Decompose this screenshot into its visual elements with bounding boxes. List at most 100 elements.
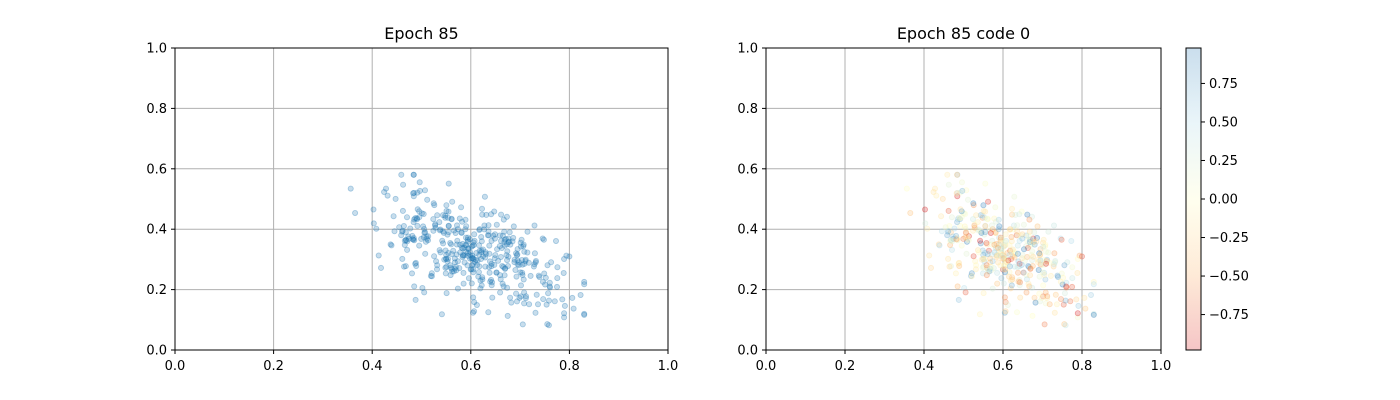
scatter-point-left	[509, 238, 516, 245]
scatter-point-left	[532, 309, 539, 316]
scatter-point-right	[971, 221, 978, 228]
scatter-point-right	[1023, 276, 1030, 283]
scatter-point-right	[1037, 251, 1044, 258]
scatter-point-left	[461, 244, 468, 251]
scatter-point-left	[408, 270, 415, 277]
scatter-point-left	[476, 247, 483, 254]
scatter-point-left	[518, 236, 525, 243]
scatter-point-right	[1037, 257, 1044, 264]
scatter-point-left	[423, 233, 430, 240]
scatter-point-left	[501, 236, 508, 243]
scatter-point-right	[957, 216, 964, 223]
scatter-point-right	[1016, 276, 1023, 283]
scatter-point-left	[515, 262, 522, 269]
scatter-point-left	[486, 242, 493, 249]
scatter-point-left	[499, 262, 506, 269]
scatter-point-left	[421, 187, 428, 194]
scatter-point-left	[504, 284, 511, 291]
scatter-point-right	[999, 249, 1006, 256]
scatter-point-left	[454, 258, 461, 265]
scatter-point-right	[962, 229, 969, 236]
scatter-point-left	[469, 242, 476, 249]
scatter-point-left	[481, 222, 488, 229]
scatter-point-left	[411, 283, 418, 290]
scatter-point-right	[980, 207, 987, 214]
scatter-point-right	[959, 179, 966, 186]
scatter-point-right	[1028, 252, 1035, 259]
scatter-point-left	[460, 252, 467, 259]
scatter-point-right	[1029, 257, 1036, 264]
scatter-point-left	[478, 233, 485, 240]
scatter-point-left	[525, 259, 532, 266]
scatter-point-right	[1027, 272, 1034, 279]
scatter-point-right	[1030, 239, 1037, 246]
scatter-point-right	[965, 233, 972, 240]
scatter-point-right	[922, 220, 929, 227]
chart-title-right: Epoch 85 code 0	[897, 24, 1030, 43]
scatter-point-left	[470, 294, 477, 301]
scatter-point-right	[1069, 264, 1076, 271]
scatter-point-left	[400, 181, 407, 188]
scatter-point-right	[944, 171, 951, 178]
scatter-point-left	[409, 236, 416, 243]
scatter-point-left	[469, 254, 476, 261]
scatter-point-left	[468, 280, 475, 287]
scatter-point-right	[1018, 261, 1025, 268]
scatter-point-right	[1068, 237, 1075, 244]
scatter-point-right	[1000, 243, 1007, 250]
scatter-point-right	[997, 238, 1004, 245]
scatter-point-left	[506, 238, 513, 245]
scatter-point-right	[975, 247, 982, 254]
scatter-point-left	[493, 269, 500, 276]
scatter-point-right	[1088, 291, 1095, 298]
scatter-point-right	[1029, 213, 1036, 220]
scatter-point-left	[468, 266, 475, 273]
grid-left	[174, 47, 669, 351]
scatter-point-left	[526, 301, 533, 308]
scatter-point-left	[560, 269, 567, 276]
scatter-point-left	[461, 252, 468, 259]
y-tick-label-right: 0.2	[737, 283, 758, 298]
scatter-point-right	[1061, 321, 1068, 328]
scatter-point-right	[956, 262, 963, 269]
scatter-point-left	[554, 283, 561, 290]
scatter-point-left	[434, 262, 441, 269]
scatter-point-left	[489, 279, 496, 286]
scatter-point-left	[373, 225, 380, 232]
scatter-point-right	[948, 214, 955, 221]
scatter-point-left	[503, 213, 510, 220]
scatter-point-left	[414, 206, 421, 213]
scatter-point-right	[1008, 233, 1015, 240]
scatter-point-right	[958, 208, 965, 215]
scatter-point-right	[1025, 262, 1032, 269]
scatter-point-left	[479, 246, 486, 253]
colorbar-ticks: −0.75 −0.50 −0.25 0.00 0.25 0.50 0.75	[1201, 77, 1249, 323]
scatter-point-right	[1018, 208, 1025, 215]
scatter-point-left	[442, 214, 449, 221]
scatter-point-right	[1035, 266, 1042, 273]
scatter-point-right	[907, 209, 914, 216]
scatter-point-right	[1040, 236, 1047, 243]
scatter-point-left	[553, 237, 560, 244]
scatter-point-left	[469, 309, 476, 316]
scatter-point-left	[519, 269, 526, 276]
scatter-point-right	[1075, 302, 1082, 309]
scatter-point-left	[413, 215, 420, 222]
scatter-point-right	[954, 234, 961, 241]
scatter-point-right	[982, 229, 989, 236]
y-tick-label-right: 0.0	[737, 344, 758, 359]
scatter-point-right	[993, 254, 1000, 261]
scatter-point-left	[479, 211, 486, 218]
scatter-point-right	[957, 189, 964, 196]
scatter-point-right	[953, 190, 960, 197]
scatter-point-right	[963, 187, 970, 194]
scatter-point-left	[500, 263, 507, 270]
scatter-point-right	[980, 255, 987, 262]
colorbar-tick-label: −0.75	[1209, 308, 1249, 323]
scatter-point-right	[1026, 216, 1033, 223]
grid-right	[765, 47, 1162, 351]
colorbar: −0.75 −0.50 −0.25 0.00 0.25 0.50 0.75	[1185, 47, 1249, 351]
scatter-point-left	[506, 229, 513, 236]
scatter-point-right	[978, 256, 985, 263]
scatter-point-right	[1009, 205, 1016, 212]
